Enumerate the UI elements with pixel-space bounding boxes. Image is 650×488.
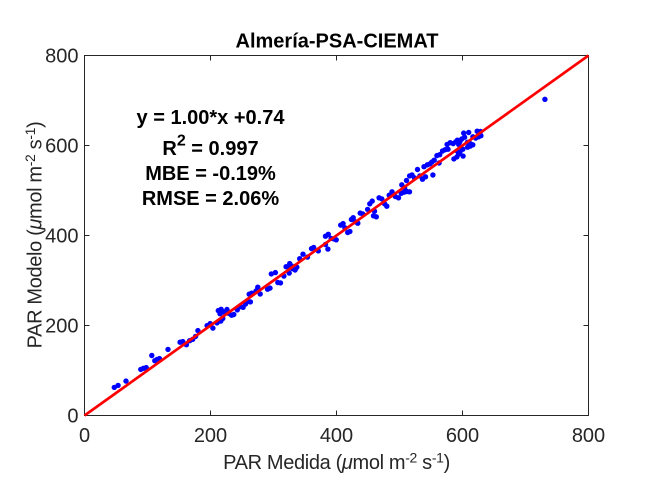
svg-text:200: 200	[194, 425, 227, 447]
svg-text:RMSE = 2.06%: RMSE = 2.06%	[142, 188, 280, 210]
svg-text:600: 600	[446, 425, 479, 447]
svg-text:PAR Modelo (μmol m-2 s-1): PAR Modelo (μmol m-2 s-1)	[22, 122, 47, 349]
svg-text:y = 1.00*x +0.74: y = 1.00*x +0.74	[137, 107, 286, 129]
svg-text:Almería-PSA-CIEMAT: Almería-PSA-CIEMAT	[236, 31, 439, 53]
svg-text:400: 400	[45, 225, 78, 247]
svg-text:400: 400	[320, 425, 353, 447]
svg-text:200: 200	[45, 315, 78, 337]
svg-text:0: 0	[79, 425, 90, 447]
svg-text:R2 = 0.997: R2 = 0.997	[162, 132, 258, 160]
svg-text:MBE = -0.19%: MBE = -0.19%	[145, 163, 276, 185]
svg-text:PAR Medida (μmol m-2 s-1): PAR Medida (μmol m-2 s-1)	[223, 450, 450, 475]
svg-text:0: 0	[67, 405, 78, 427]
svg-text:800: 800	[45, 45, 78, 67]
svg-text:600: 600	[45, 135, 78, 157]
svg-text:800: 800	[572, 425, 605, 447]
